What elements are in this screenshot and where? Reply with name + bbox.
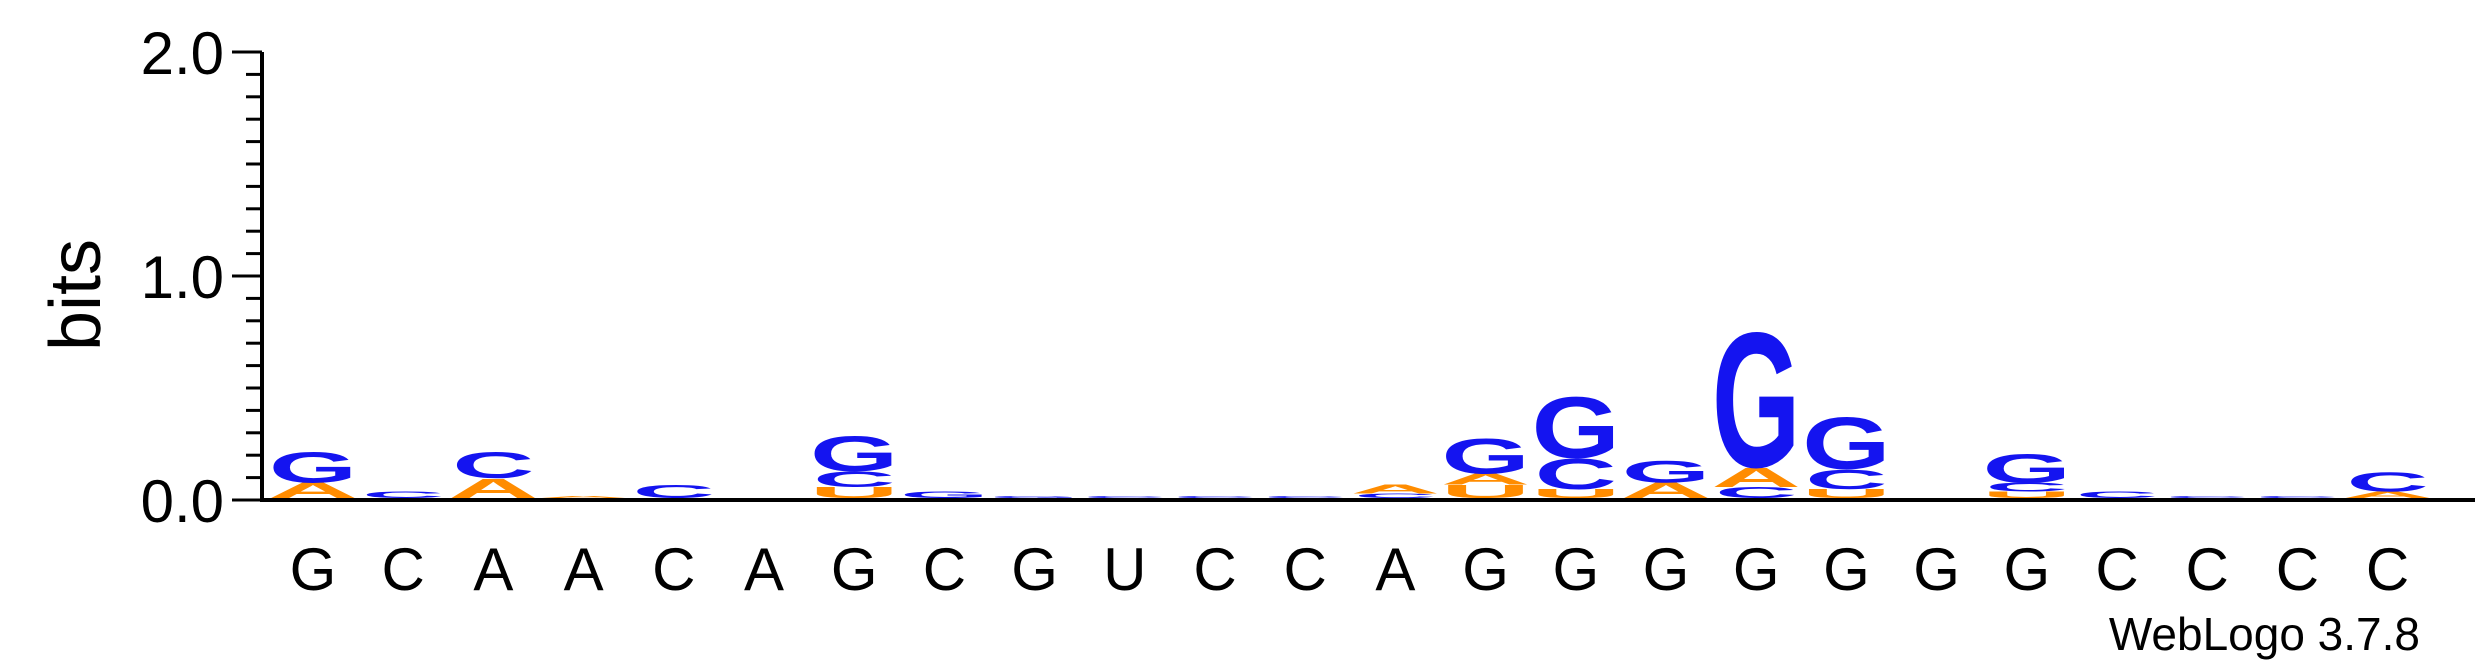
sequence-label: C [382, 536, 425, 603]
logo-letter-a: A [1351, 482, 1441, 496]
sequence-label: C [2095, 536, 2138, 603]
y-tick-label: 2.0 [141, 20, 224, 87]
logo-letter-c: C [2076, 490, 2158, 500]
logo-letter-a: A [539, 495, 629, 499]
logo-letter-c: C [2346, 466, 2428, 497]
sequence-label: A [473, 536, 513, 603]
logo-column: UCG [1531, 379, 1621, 500]
sequence-label: G [290, 536, 337, 603]
logo-letter-g: G [1622, 454, 1711, 489]
sequence-label: G [1011, 536, 1058, 603]
sequence-label: G [1733, 536, 1780, 603]
logo-letter-c: C [362, 490, 444, 500]
logo-letter-g: G [990, 495, 1079, 498]
logo-column: AG [1621, 454, 1711, 503]
logo-letter-c: C [1084, 495, 1166, 498]
sequence-label: G [831, 536, 878, 603]
logo-letter-g: G [1532, 379, 1621, 476]
logo-letter-u: U [1531, 487, 1621, 501]
sequence-label: G [1913, 536, 1960, 603]
logo-column: C [2166, 495, 2248, 498]
logo-column: C [362, 490, 444, 500]
logo-letter-c: C [1535, 450, 1617, 498]
sequence-label: G [1823, 536, 1870, 603]
logo-letter-c: C [1354, 492, 1436, 499]
logo-letter-c: C [2166, 495, 2248, 498]
logo-letter-u: U [1982, 490, 2072, 500]
logo-letter-g: G [810, 426, 899, 482]
sequence-label: U [1103, 536, 1146, 603]
sequence-label: A [564, 536, 604, 603]
sequence-label: G [2003, 536, 2050, 603]
logo-column: UAG [1441, 428, 1531, 502]
logo-column: C [2256, 495, 2338, 498]
logo-letter-u: U [1441, 481, 1531, 502]
logo-column: CA [1351, 482, 1441, 499]
y-axis: 0.0 1.0 2.0 [141, 20, 2475, 535]
logo-letter-a: A [1441, 471, 1531, 488]
logo-letter-c: C [1174, 495, 1256, 498]
logo-column: C [1264, 495, 1346, 498]
logo-letter-a: A [1621, 478, 1711, 502]
logo-letter-g: G [269, 443, 358, 491]
logo-column: UCG [809, 426, 899, 502]
logo-letter-g: G [900, 490, 989, 500]
sequence-label: C [652, 536, 695, 603]
logo-letter-u: U [1802, 487, 1892, 501]
logo-column: CAG [1711, 292, 1801, 508]
logo-letter-c: C [1986, 480, 2068, 494]
logo-column: UCG [1802, 402, 1892, 500]
logo-column: UCG [1982, 446, 2072, 500]
weblogo-credit: WebLogo 3.7.8 [2109, 608, 2420, 660]
sequence-label: G [1462, 536, 1509, 603]
logo-letter-c: C [452, 444, 534, 486]
sequence-label: G [1552, 536, 1599, 603]
logo-column: C [1174, 495, 1256, 498]
logo-column: G [990, 495, 1079, 498]
logo-letter-c: C [1264, 495, 1346, 498]
sequence-label: A [744, 536, 784, 603]
sequence-label: G [1643, 536, 1690, 603]
logo-column: G [900, 490, 989, 500]
logo-letter-g: G [1983, 446, 2072, 491]
logo-column: A [539, 495, 629, 499]
logo-letter-c: C [1715, 484, 1797, 501]
logo-column: C [633, 481, 715, 502]
logo-letter-c: C [2256, 495, 2338, 498]
logo-letter-a: A [2343, 490, 2433, 500]
logo-letter-a: A [1711, 462, 1801, 493]
logo-column: AG [268, 443, 358, 502]
sequence-label: C [2186, 536, 2229, 603]
sequence-label: C [1193, 536, 1236, 603]
y-tick-label: 0.0 [141, 468, 224, 535]
logo-column: AC [449, 444, 539, 504]
sequence-label: C [923, 536, 966, 603]
logo-letter-c: C [1805, 464, 1887, 495]
logo-letter-g: G [1712, 292, 1801, 508]
sequence-label: C [2276, 536, 2319, 603]
sequence-label: C [2366, 536, 2409, 603]
logo-letter-u: U [809, 484, 899, 501]
logo-letter-a: A [268, 478, 358, 502]
y-axis-label: bits [36, 239, 116, 351]
logo-letter-c: C [813, 467, 895, 491]
logo-column: C [1084, 495, 1166, 498]
sequence-label: C [1284, 536, 1327, 603]
y-tick-label: 1.0 [141, 244, 224, 311]
logo-column: AC [2343, 466, 2433, 500]
logo-letter-g: G [1802, 402, 1891, 485]
sequence-label: A [1375, 536, 1415, 603]
logo-column: C [2076, 490, 2158, 500]
logo-letter-g: G [1441, 428, 1530, 484]
logo-letter-a: A [449, 473, 539, 504]
logo-letter-c: C [633, 481, 715, 502]
